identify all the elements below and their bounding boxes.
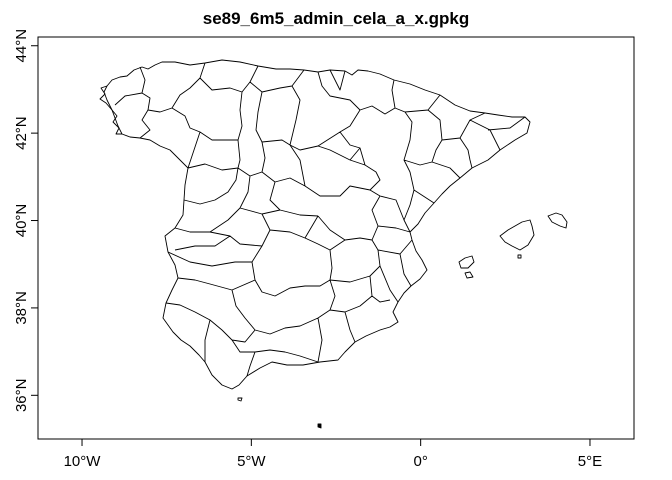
cabrera-island — [517, 254, 522, 259]
y-tick-label: 44°N — [13, 29, 30, 63]
melilla — [317, 423, 322, 429]
mainland-outline — [103, 59, 531, 390]
ibiza-island — [458, 255, 475, 269]
y-tick-label: 38°N — [13, 291, 30, 325]
y-tick-label: 40°N — [13, 204, 30, 238]
menorca-island — [547, 212, 568, 229]
x-tick-label: 5°W — [237, 453, 266, 470]
y-axis: 36°N 38°N 40°N 42°N 44°N — [13, 29, 38, 412]
mallorca-island — [499, 219, 535, 251]
galicia-coast — [99, 85, 122, 135]
y-tick-label: 36°N — [13, 379, 30, 413]
x-axis: 10°W 5°W 0° 5°E — [64, 439, 602, 470]
formentera-island — [464, 271, 474, 279]
plot-frame — [37, 36, 635, 440]
ceuta — [237, 397, 243, 402]
x-tick-label: 5°E — [578, 453, 602, 470]
y-tick-label: 42°N — [13, 116, 30, 150]
province-boundaries — [114, 62, 526, 377]
map-title: se89_6m5_admin_cela_a_x.gpkg — [203, 9, 470, 28]
x-tick-label: 10°W — [64, 453, 102, 470]
x-tick-label: 0° — [413, 453, 427, 470]
spain-province-boundaries — [99, 59, 568, 429]
